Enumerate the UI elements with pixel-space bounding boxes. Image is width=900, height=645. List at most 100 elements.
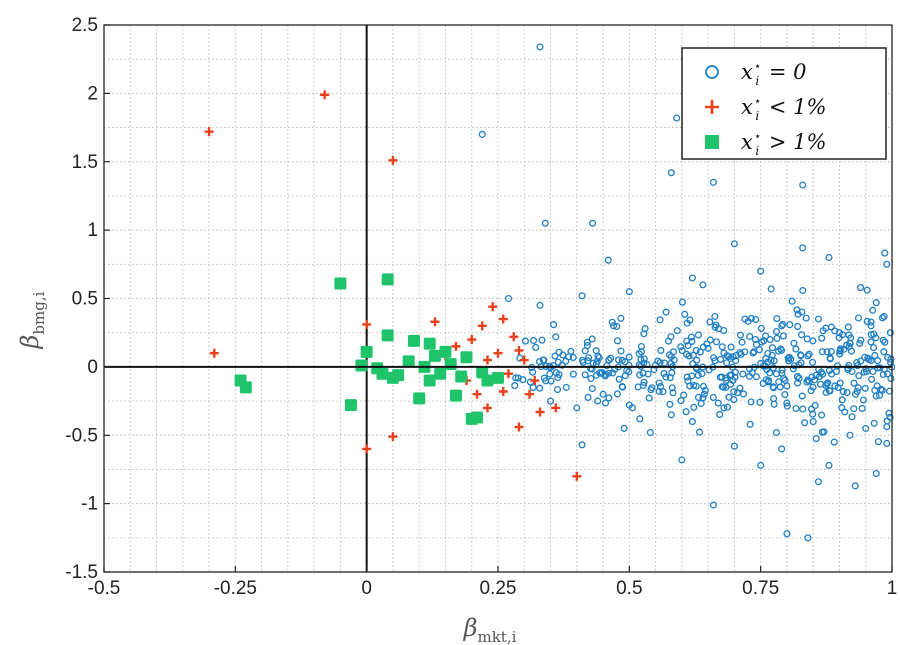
data-point [536,43,544,51]
data-point [880,312,888,320]
data-point [609,369,617,377]
data-point [843,341,851,349]
data-point [592,347,600,355]
data-point [699,281,707,289]
data-point [388,432,398,442]
data-point [785,353,794,361]
data-point [610,322,618,330]
data-point [818,348,826,356]
data-point [655,379,663,387]
data-point [827,323,836,331]
data-point [831,382,839,390]
data-point [809,383,817,391]
data-point [863,286,871,294]
data-point [596,369,604,377]
data-point [723,359,731,367]
legend-marker [705,100,719,114]
data-point [792,345,800,353]
data-point [720,404,728,412]
data-point [726,380,735,388]
data-point [677,343,685,351]
data-point [477,321,487,331]
data-point [423,374,436,387]
data-point [709,178,717,186]
data-point [583,341,591,350]
legend-label: x⋆ i = 0 [741,59,807,88]
data-point [578,292,586,300]
data-point [526,378,534,386]
data-point [818,411,826,419]
data-point [470,411,483,424]
data-point [449,389,462,402]
data-point [498,314,508,324]
data-point [521,337,530,345]
legend-marker [705,65,719,79]
data-point [689,351,697,359]
data-point [698,370,706,378]
data-point [772,428,780,437]
data-point [701,386,709,394]
data-point [498,386,508,396]
data-point [660,369,668,378]
data-point [209,348,219,358]
data-point [546,370,554,378]
data-point [714,399,722,407]
data-point [767,285,775,293]
data-point [841,408,849,416]
data-point [769,395,778,403]
series-2 [204,90,582,481]
data-point [639,381,647,389]
data-point [514,374,522,382]
data-points [204,43,896,542]
y-tick-label: 1.5 [72,152,98,173]
data-point [867,322,875,330]
data-point [529,383,537,392]
data-point [584,393,592,402]
data-point [599,390,607,398]
data-point [669,389,677,397]
data-point [620,424,628,432]
data-point [530,376,540,386]
data-point [430,317,440,327]
data-point [690,403,698,411]
data-point [858,404,866,412]
tick-labels: -0.5 -0.25 0 0.25 0.5 0.75 1 -1.5 -1 -0.5 0 0.5 1 1.5… [65,15,897,599]
data-point [799,286,807,295]
data-point [525,389,535,399]
data-point [682,350,691,358]
y-axis-label: βbmg,i [16,291,48,349]
data-point [614,356,623,364]
data-point [856,284,865,292]
data-point [512,374,520,382]
data-point [619,383,627,391]
data-point [587,374,595,383]
data-point [700,390,708,398]
data-point [853,359,861,367]
data-point [376,367,389,380]
data-point [709,501,717,509]
data-point [809,418,817,426]
data-point [804,534,812,542]
data-point [872,334,880,342]
data-point [467,335,477,345]
data-point [636,415,644,423]
data-point [778,445,786,453]
data-point [601,399,610,407]
data-point [869,367,877,376]
data-point [859,396,868,404]
data-point [801,419,809,427]
data-point [764,378,772,386]
data-point [551,352,559,360]
data-point [779,332,788,340]
data-point [640,355,648,363]
data-point [540,374,548,382]
data-point [871,351,879,360]
data-point [407,334,420,347]
data-point [540,356,548,364]
data-point [695,428,704,436]
data-point [428,349,441,362]
data-point [541,219,549,227]
data-point [825,253,833,262]
data-point [716,373,724,381]
data-point [747,398,755,406]
